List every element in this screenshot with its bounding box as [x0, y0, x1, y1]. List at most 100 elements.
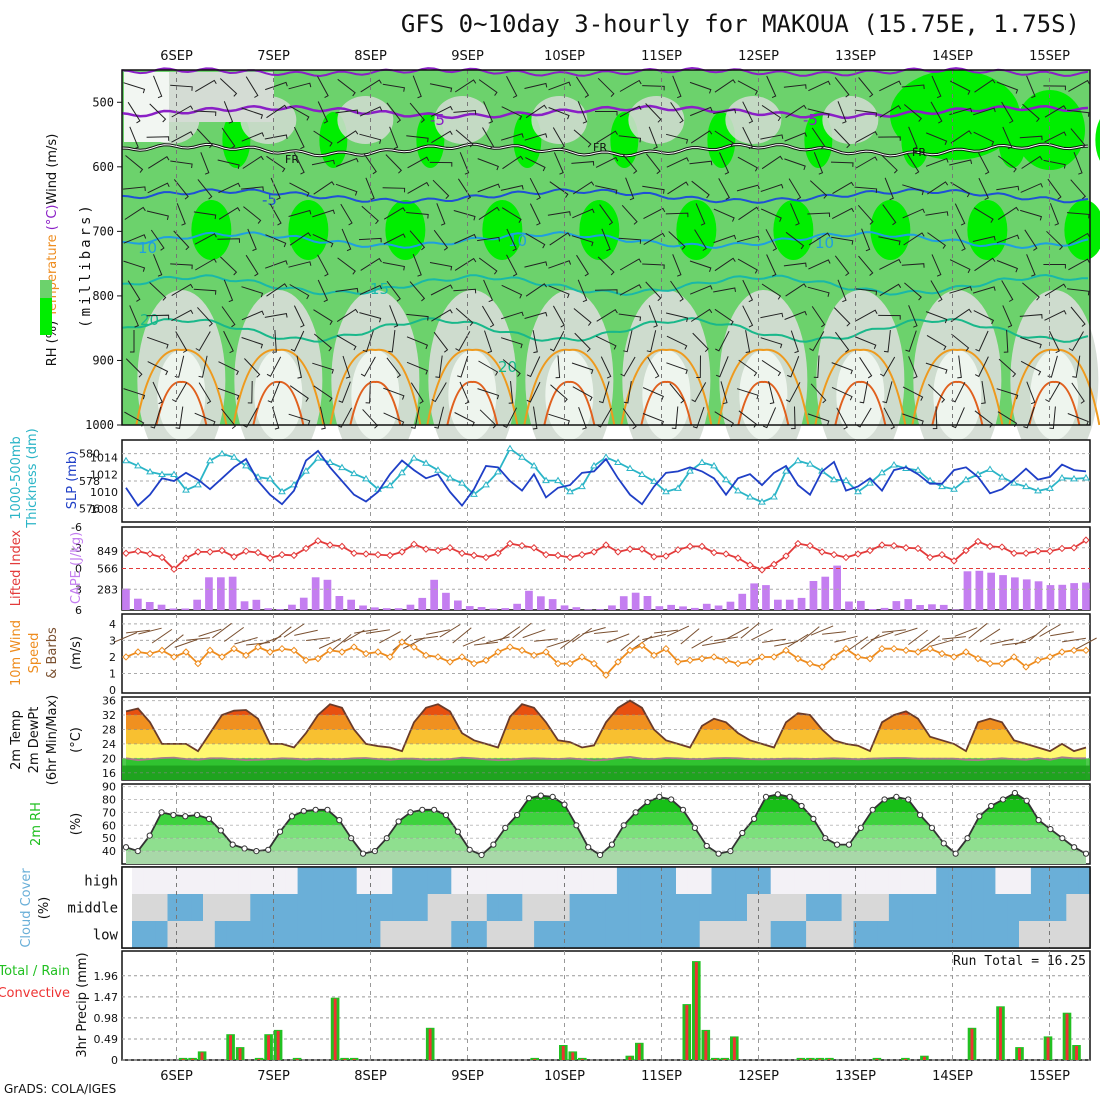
rh-dry-core [642, 350, 691, 440]
cape-bar [560, 605, 569, 610]
wind-barbs [123, 75, 1091, 430]
wind-barb [433, 229, 449, 251]
wind-barb [218, 182, 241, 194]
rh2m-point [194, 811, 201, 819]
date-label-bottom: 12SEP [738, 1069, 779, 1084]
temperature-contour [121, 66, 1089, 78]
rh-dry-core [448, 350, 497, 440]
wind-barb [153, 75, 163, 99]
slp-point [710, 461, 718, 469]
convective-bar [723, 1058, 727, 1060]
cloud-cell [191, 894, 204, 922]
wind-barb [311, 159, 335, 166]
wind-barb [453, 110, 477, 115]
cloud-cell [475, 867, 488, 895]
wind-barb [854, 186, 878, 193]
wind-barb [606, 633, 630, 643]
wind-barb [171, 283, 194, 297]
wind-barb [883, 407, 895, 430]
wind-barb [412, 254, 422, 277]
cloud-cell [971, 867, 985, 895]
wind-barb [431, 382, 447, 403]
rh-moist-blob [191, 200, 232, 260]
date-label-top: 9SEP [451, 49, 484, 64]
rh2m-point [502, 824, 509, 831]
date-label-top: 14SEP [932, 49, 973, 64]
wind-barb [546, 639, 570, 648]
wind-speed-point [1046, 653, 1054, 661]
cloud-cell [770, 921, 784, 949]
convective-bar [999, 1007, 1002, 1060]
date-label-bottom: 15SEP [1029, 1069, 1070, 1084]
y-tick-label: 24 [102, 738, 116, 751]
slp-point [302, 467, 310, 474]
rh-moist-blob [579, 200, 620, 260]
slp-point [566, 487, 574, 495]
rh-dry-blob [822, 96, 879, 144]
convective-bar [1046, 1037, 1050, 1060]
convective-bar [1065, 1013, 1069, 1060]
wind-barb [576, 254, 589, 277]
y-tick-label: -3 [71, 542, 82, 555]
wind-barb [857, 204, 874, 225]
cape-bar [288, 604, 296, 610]
cloud-cell [983, 921, 996, 949]
cloud-cell [818, 867, 831, 895]
lifted-index-point [950, 557, 958, 565]
wind-barb [902, 184, 924, 196]
cloud-cell [273, 867, 287, 895]
wind-barb [925, 362, 948, 374]
temperature-contour [931, 380, 984, 426]
wind-barb [618, 135, 642, 143]
wind-barb [642, 387, 664, 401]
cape-bar [785, 599, 794, 610]
cape-bar [1046, 585, 1055, 610]
wind-barb [878, 314, 901, 320]
wind-barb [833, 307, 851, 327]
wind-barb [198, 382, 212, 404]
wind-barb [974, 257, 996, 272]
wind-speed-point [566, 659, 574, 668]
wind-barb [577, 101, 588, 124]
lifted-index-point [710, 548, 718, 557]
convective-bar [818, 1058, 822, 1060]
cape-bar [323, 579, 332, 610]
date-label-top: 10SEP [544, 49, 585, 64]
wind-barb [524, 133, 548, 141]
wind-barb [927, 232, 946, 249]
wind-speed-point [170, 653, 178, 661]
wind-barb [619, 79, 642, 92]
wind-speed-point [1034, 656, 1042, 664]
wind-speed-point [482, 656, 490, 664]
wind-barb [293, 126, 305, 150]
cloud-cell [794, 867, 807, 895]
wind-barb [718, 178, 730, 200]
wind-barb [123, 388, 146, 400]
convective-bar [533, 1058, 537, 1060]
temperature-contour [135, 348, 228, 426]
wind-barb [506, 228, 517, 252]
slp-point [1082, 474, 1090, 481]
rh2m-point [514, 811, 521, 819]
wind-barb [173, 230, 190, 251]
temperature-contour [1028, 380, 1081, 426]
slp-point [842, 476, 850, 484]
wind-barb [358, 237, 382, 243]
date-label-top: 11SEP [641, 49, 682, 64]
wind-barb [125, 358, 143, 378]
cloud-cell [309, 867, 322, 895]
panel-frame [121, 950, 1091, 1061]
wind-barb [901, 84, 925, 90]
y-tick-label: 1012 [90, 469, 118, 482]
cloud-cell [155, 867, 169, 895]
cape-bar [145, 602, 154, 610]
wind-barb [1003, 329, 1009, 353]
wind-barb [432, 179, 450, 199]
thickness-ylabel-unit: Thickness (dm) [25, 428, 40, 528]
wind-barb [738, 359, 758, 377]
rh2m-point [288, 813, 296, 820]
y-tick-label: 600 [92, 160, 114, 174]
wind-barb [930, 639, 954, 647]
